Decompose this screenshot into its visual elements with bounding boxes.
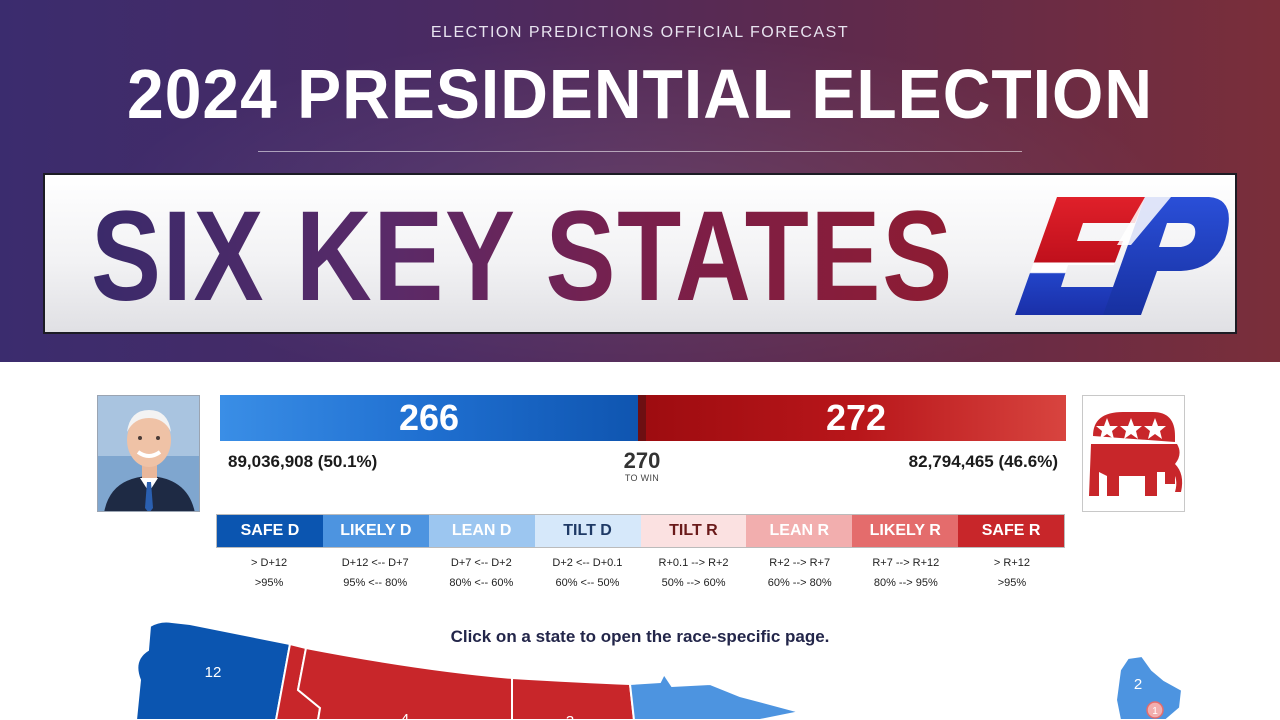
state-nd-ev: 3 [566, 713, 574, 720]
state-me[interactable] [1114, 654, 1184, 720]
subtitle-text: SIX KEY STATES [91, 185, 954, 328]
legend-margin: > R+12 [993, 557, 1030, 569]
to-win-label: TO WIN [624, 473, 660, 483]
legend-lean-d: LEAN D [428, 515, 535, 547]
legend-probability: 95% <-- 80% [343, 577, 408, 589]
legend-tilt-r: TILT R [640, 515, 747, 547]
legend-margin: R+2 --> R+7 [769, 557, 831, 569]
rep-popular-vote: 82,794,465 (46.6%) [908, 452, 1058, 471]
legend-margin: R+7 --> R+12 [872, 557, 940, 569]
page-title: 2024 PRESIDENTIAL ELECTION [126, 55, 1154, 133]
legend-likely-d: LIKELY D [322, 515, 429, 547]
legend-probability: 80% --> 95% [873, 577, 938, 589]
legend-safe-d: SAFE D [217, 515, 323, 547]
legend-safe-r: SAFE R [958, 515, 1064, 547]
state-id-ev: 4 [401, 711, 409, 720]
dem-electoral-votes: 266 [220, 395, 638, 441]
legend-margin: R+0.1 --> R+2 [658, 557, 729, 569]
legend-range: D+2 <-- D+0.1 60% <-- 50% [534, 553, 640, 593]
banner-kicker: ELECTION PREDICTIONS OFFICIAL FORECAST [430, 24, 850, 41]
subtitle-box: SIX KEY STATES [43, 173, 1237, 334]
legend-range: > D+12 >95% [216, 553, 322, 593]
state-mn[interactable] [628, 672, 801, 720]
legend-range: R+0.1 --> R+2 50% --> 60% [641, 553, 747, 593]
legend-tilt-d: TILT D [534, 515, 641, 547]
legend-margin: > D+12 [251, 557, 288, 569]
state-wa-ev: 12 [205, 664, 222, 681]
electoral-vote-bar: 266 272 [220, 395, 1066, 441]
candidate-portrait-icon [98, 396, 199, 511]
state-wa[interactable] [134, 620, 292, 720]
ratings-legend: SAFE D LIKELY D LEAN D TILT D TILT R LEAN R LI… [216, 514, 1065, 548]
header-banner: ELECTION PREDICTIONS OFFICIAL FORECAST 2… [0, 0, 1280, 362]
legend-range: > R+12 >95% [959, 553, 1065, 593]
us-electoral-map: 12 4 3 2 1 [134, 620, 1184, 720]
legend-probability: 80% <-- 60% [449, 577, 514, 589]
legend-range: R+2 --> R+7 60% --> 80% [747, 553, 853, 593]
ratings-ranges: > D+12 >95% D+12 <-- D+7 95% <-- 80% D+7 <--… [216, 553, 1065, 593]
rep-electoral-votes: 272 [646, 395, 1066, 441]
win-threshold-marker [638, 395, 646, 441]
legend-probability: 50% --> 60% [661, 577, 726, 589]
legend-margin: D+7 <-- D+2 [450, 557, 512, 569]
to-win-indicator: 270 TO WIN [603, 448, 681, 484]
gop-elephant-icon [1089, 412, 1183, 496]
dem-popular-vote: 89,036,908 (50.1%) [228, 452, 378, 471]
state-me2-ev: 1 [1152, 706, 1158, 717]
dem-candidate-photo [97, 395, 200, 512]
legend-likely-r: LIKELY R [852, 515, 959, 547]
legend-range: R+7 --> R+12 80% --> 95% [853, 553, 959, 593]
title-divider [258, 151, 1022, 152]
state-me2-marker[interactable] [1146, 701, 1164, 719]
legend-probability: 60% <-- 50% [555, 577, 620, 589]
state-mt[interactable] [296, 646, 513, 720]
state-me-ev: 2 [1134, 676, 1142, 693]
ep-logo-icon [1015, 197, 1229, 315]
legend-range: D+7 <-- D+2 80% <-- 60% [428, 553, 534, 593]
legend-range: D+12 <-- D+7 95% <-- 80% [322, 553, 428, 593]
legend-probability: >95% [254, 577, 284, 589]
legend-lean-r: LEAN R [746, 515, 853, 547]
map-instruction: Click on a state to open the race-specif… [450, 627, 830, 646]
rep-party-logo [1082, 395, 1185, 512]
legend-probability: 60% --> 80% [767, 577, 832, 589]
legend-margin: D+2 <-- D+0.1 [552, 557, 623, 569]
to-win-number: 270 [623, 448, 661, 473]
legend-probability: >95% [997, 577, 1027, 589]
legend-margin: D+12 <-- D+7 [341, 557, 409, 569]
